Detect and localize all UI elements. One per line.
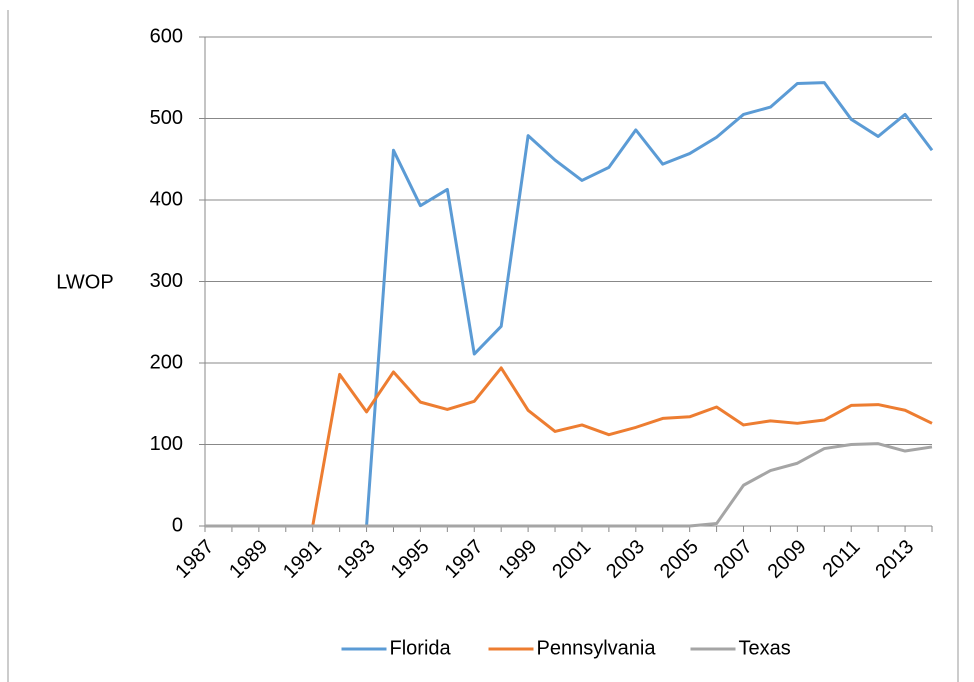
y-axis-label: LWOP	[56, 271, 113, 293]
x-tick-label: 2013	[871, 536, 918, 583]
x-tick-label: 1999	[494, 536, 541, 583]
legend-label: Florida	[390, 637, 452, 659]
x-tick-label: 1997	[441, 536, 488, 583]
x-tick-label: 1993	[333, 536, 380, 583]
y-tick-label: 500	[150, 107, 183, 129]
x-tick-label: 2007	[710, 536, 757, 583]
x-tick-label: 1991	[279, 536, 326, 583]
y-tick-label: 200	[150, 351, 183, 373]
x-tick-label: 2005	[656, 536, 703, 583]
x-tick-label: 2003	[602, 536, 649, 583]
x-tick-label: 1987	[171, 536, 218, 583]
x-tick-label: 2001	[548, 536, 595, 583]
x-tick-label: 2011	[819, 536, 865, 582]
legend-label: Texas	[739, 637, 791, 659]
y-tick-label: 400	[150, 188, 183, 210]
series-line	[205, 442, 933, 528]
series-line	[205, 366, 933, 528]
x-tick-label: 2009	[764, 536, 811, 583]
legend-label: Pennsylvania	[537, 637, 657, 659]
x-tick-label: 1989	[225, 536, 272, 583]
y-tick-label: 0	[172, 514, 183, 536]
x-tick-label: 1995	[387, 536, 434, 583]
series-line	[205, 81, 934, 528]
y-tick-label: 300	[150, 270, 183, 292]
y-tick-label: 600	[150, 25, 183, 47]
y-tick-label: 100	[150, 433, 183, 455]
